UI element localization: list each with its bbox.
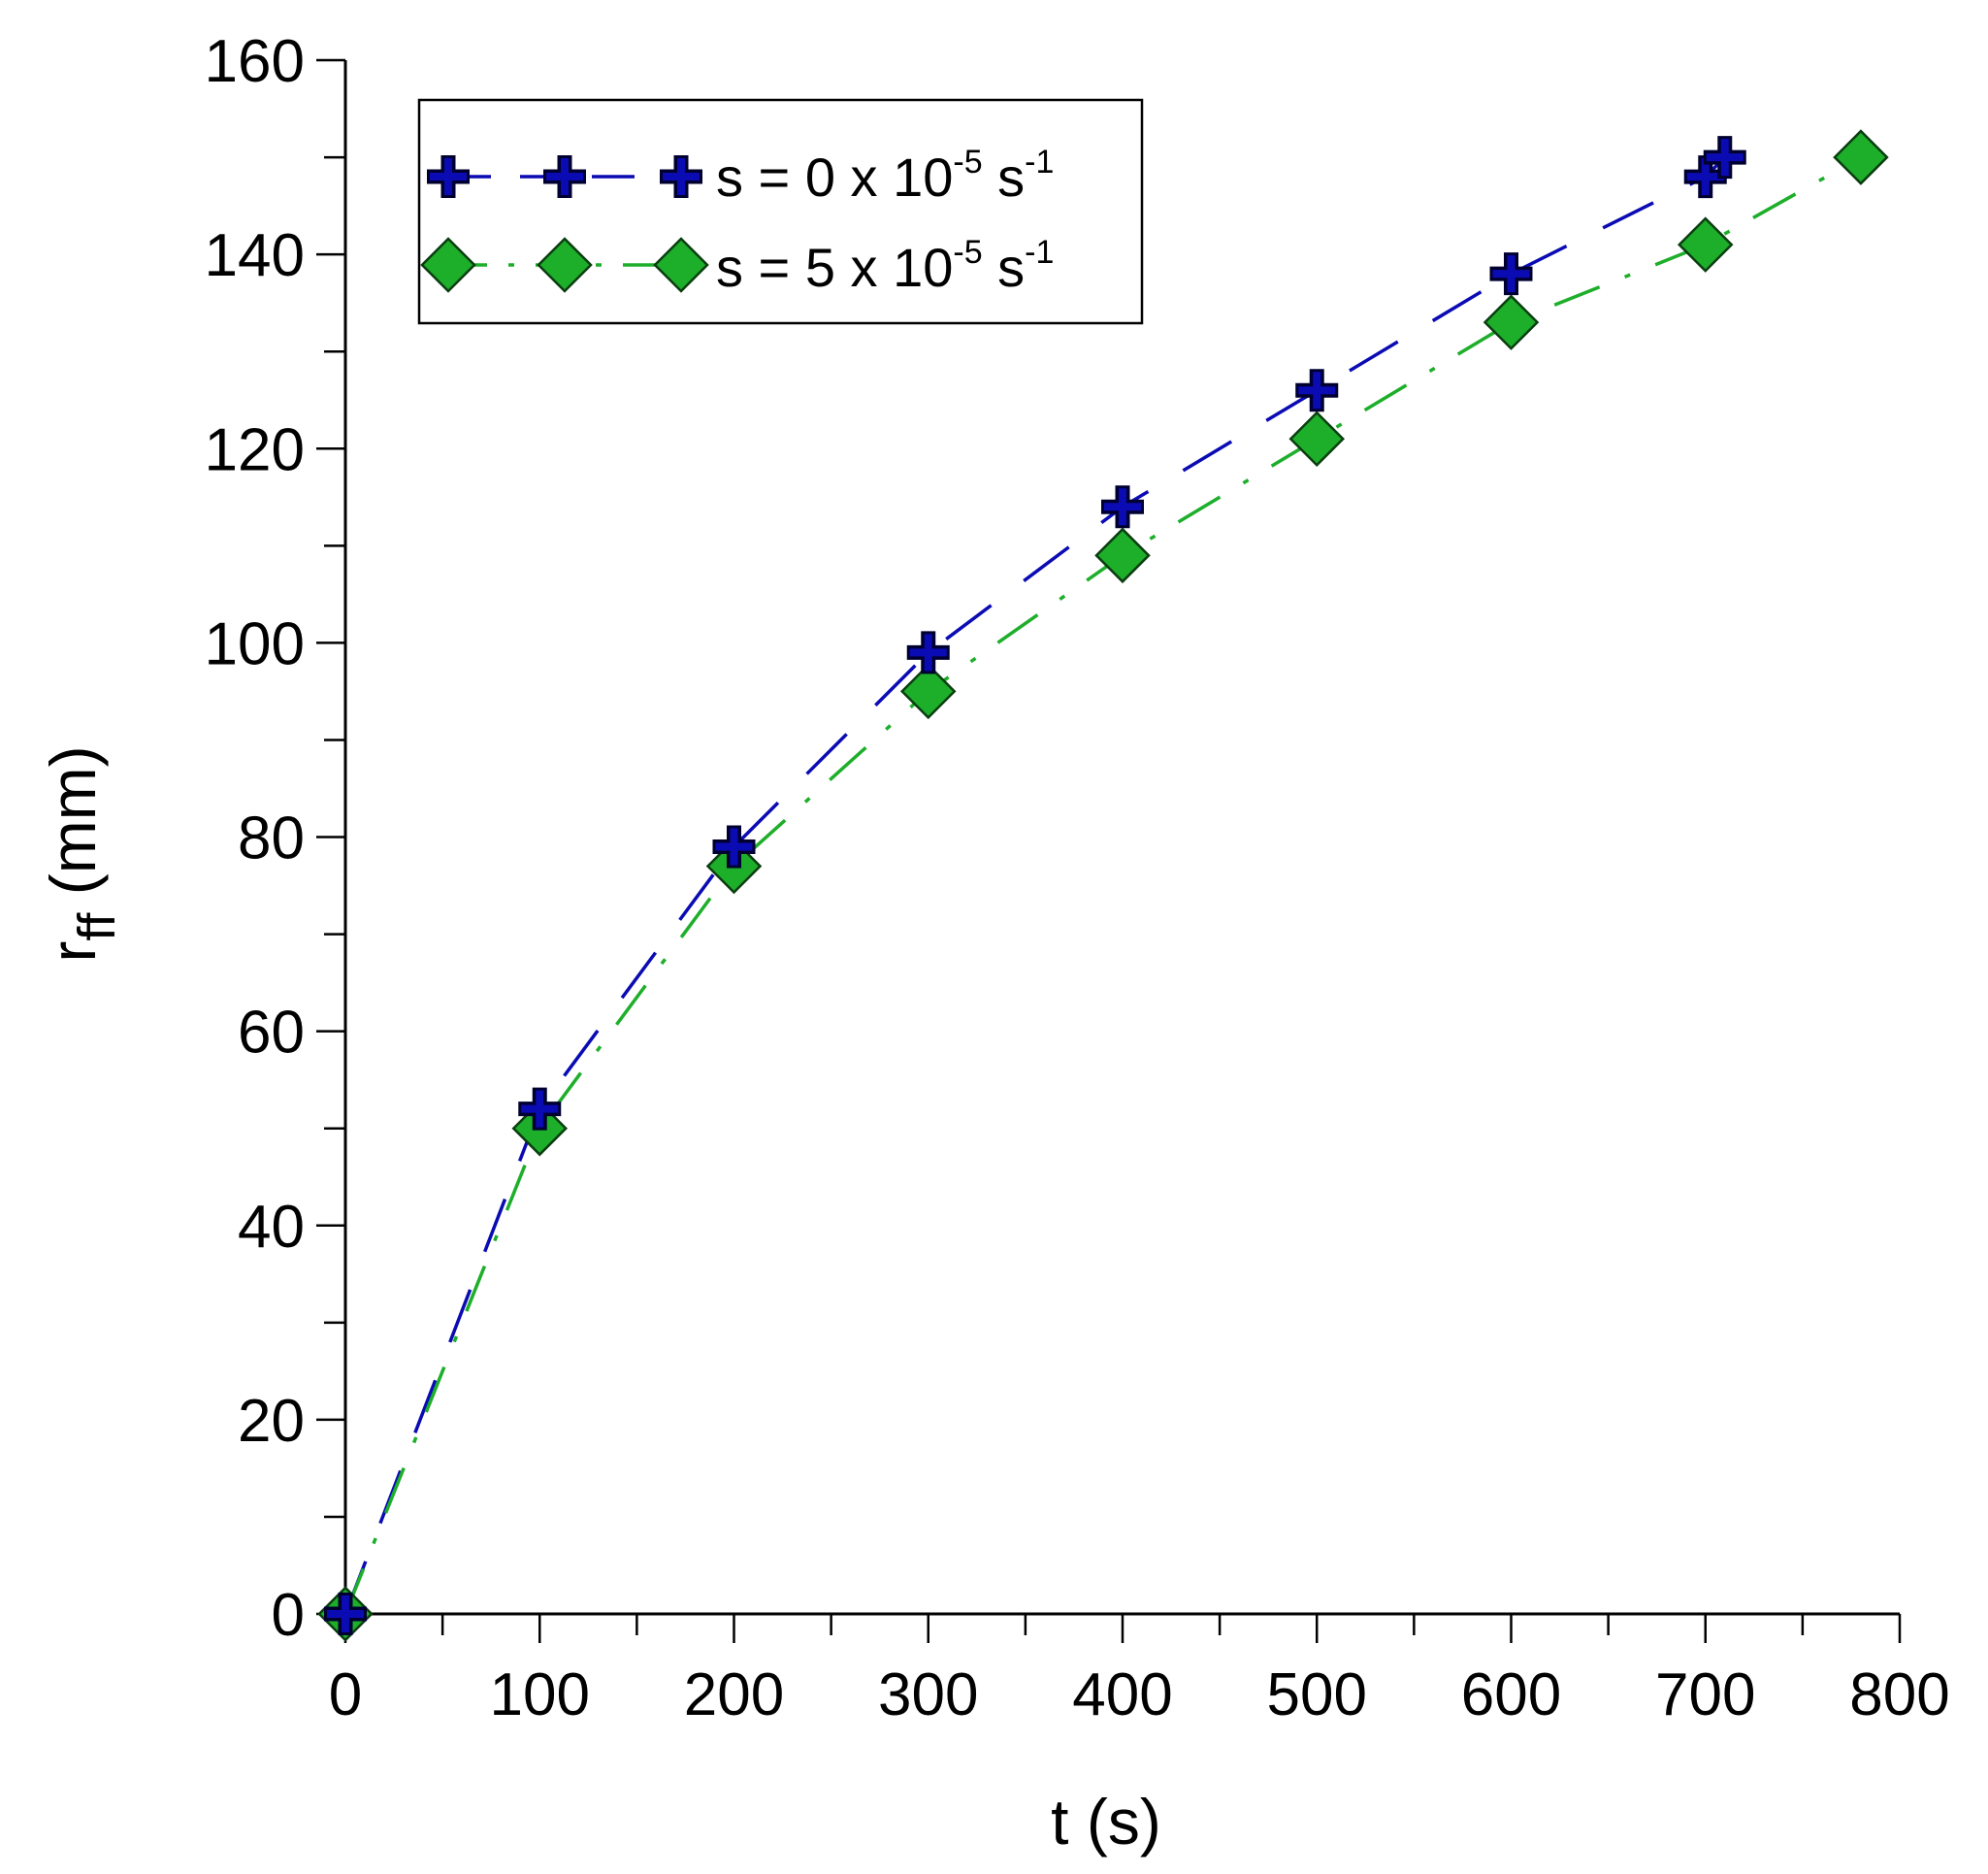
x-tick-label: 400 [1072, 1661, 1172, 1728]
x-tick-label: 300 [878, 1661, 978, 1728]
x-tick-label: 100 [490, 1661, 590, 1728]
data-point-series-2 [1483, 294, 1540, 350]
data-point-series-1 [1295, 369, 1339, 412]
legend-sample-series-2 [420, 237, 709, 293]
x-tick-label: 200 [684, 1661, 784, 1728]
y-tick-label: 0 [272, 1582, 305, 1649]
data-point-series-1 [518, 1087, 562, 1131]
x-tick-label: 700 [1655, 1661, 1755, 1728]
legend-label-series-2: s = 5 x 10-5 s-1 [716, 234, 1054, 298]
legend-label-series-1: s = 0 x 10-5 s-1 [716, 144, 1054, 208]
legend-marker [660, 155, 702, 198]
x-axis-title: t (s) [1051, 1786, 1161, 1858]
data-point-series-1 [1489, 252, 1533, 296]
x-tick-label: 500 [1267, 1661, 1367, 1728]
y-tick-label: 60 [238, 1000, 305, 1067]
y-tick-label: 40 [238, 1194, 305, 1261]
data-point-series-2 [899, 663, 957, 720]
plus-marker-fill [909, 634, 947, 672]
legend-marker [427, 155, 470, 198]
data-point-series-1 [906, 631, 950, 674]
plus-marker-fill [546, 158, 583, 195]
plus-marker-fill [430, 158, 467, 195]
plus-marker-fill [1104, 488, 1141, 526]
x-tick-label: 600 [1461, 1661, 1561, 1728]
y-axis-title: rff (mm) [37, 745, 126, 962]
legend-marker [420, 237, 476, 293]
plus-marker-fill [1492, 255, 1530, 293]
legend-box [417, 98, 1144, 325]
y-tick-label: 100 [205, 610, 305, 677]
x-tick-label: 0 [329, 1661, 362, 1728]
series-line-2 [343, 155, 1862, 1615]
series-layer [317, 129, 1889, 1642]
data-point-series-2 [1094, 527, 1151, 584]
axes: 0 20 40 60 80 100 120 140 160 0 100 200 300 400 500 600… [205, 28, 1950, 1728]
plus-marker-fill [715, 828, 753, 866]
data-point-series-1 [1101, 485, 1144, 529]
legend-sample-series-1 [427, 155, 702, 198]
data-point-series-1 [324, 1593, 367, 1635]
x-tick-label: 800 [1849, 1661, 1949, 1728]
data-point-series-2 [1833, 129, 1889, 185]
data-point-series-1 [712, 825, 756, 869]
plus-marker-fill [1706, 139, 1744, 177]
legend: s = 0 x 10-5 s-1 s = 5 x 10-5 s-1 [417, 98, 1144, 325]
plus-marker-fill [327, 1595, 364, 1632]
data-point-series-2 [1288, 411, 1346, 468]
series-line-1 [343, 155, 1727, 1615]
legend-marker [537, 237, 593, 293]
plus-marker-fill [521, 1090, 559, 1128]
legend-marker [543, 155, 586, 198]
legend-marker [653, 237, 709, 293]
y-tick-label: 140 [205, 222, 305, 289]
plus-marker-fill [663, 158, 700, 195]
data-point-series-1 [1703, 136, 1746, 180]
y-tick-label: 120 [205, 416, 305, 483]
plus-marker-fill [1298, 372, 1336, 410]
y-tick-label: 20 [238, 1388, 305, 1455]
y-tick-label: 160 [205, 28, 305, 95]
data-point-series-2 [1677, 216, 1734, 273]
y-tick-label: 80 [238, 805, 305, 872]
